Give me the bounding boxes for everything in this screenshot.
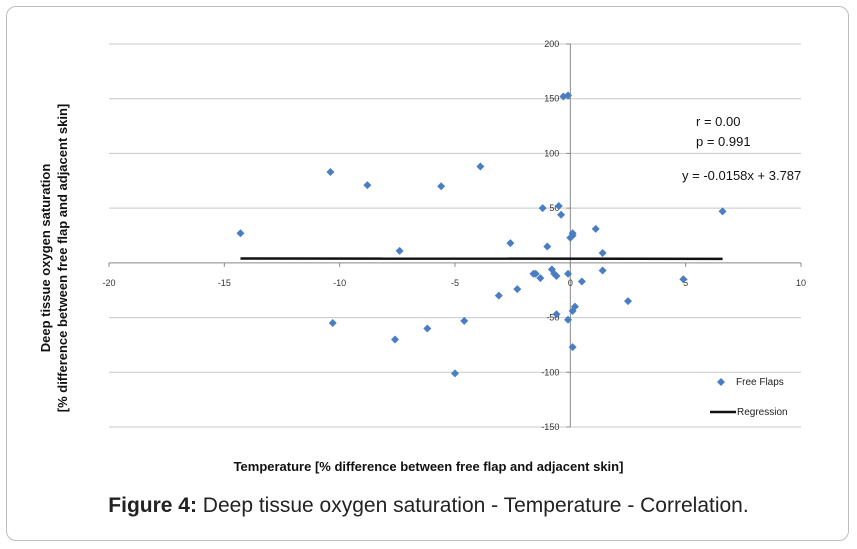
data-point xyxy=(506,239,515,248)
data-point xyxy=(557,210,566,219)
data-point xyxy=(568,343,577,352)
y-tick-label: -100 xyxy=(541,367,559,377)
x-tick-label: 0 xyxy=(568,278,573,288)
data-point xyxy=(543,242,552,251)
y-tick-label: -50 xyxy=(546,313,559,323)
data-point xyxy=(236,229,245,238)
r-value: r = 0.00 xyxy=(696,114,741,129)
data-point xyxy=(554,201,563,210)
data-point xyxy=(679,275,688,284)
legend-label-regression: Regression xyxy=(737,407,788,418)
y-axis-label: Deep tissue oxygen saturation [% differe… xyxy=(37,78,71,438)
x-tick-labels: -20 -15 -10 -5 0 5 10 xyxy=(102,278,806,288)
y-axis-label-line-1: Deep tissue oxygen saturation xyxy=(38,163,53,353)
y-tick-label: 100 xyxy=(544,148,559,158)
data-point xyxy=(451,369,459,378)
data-point xyxy=(536,274,545,283)
data-point xyxy=(552,310,561,319)
x-axis-label: Temperature [% difference between free f… xyxy=(233,459,624,474)
x-tick-label: -20 xyxy=(102,278,115,288)
y-axis-label-line-2: [% difference between free flap and adja… xyxy=(55,103,70,413)
figure-caption: Figure 4: Deep tissue oxygen saturation … xyxy=(0,494,857,518)
data-point xyxy=(328,319,337,328)
data-point xyxy=(577,277,586,286)
data-point xyxy=(538,204,547,213)
data-point xyxy=(391,335,400,344)
data-point xyxy=(564,269,573,278)
data-point xyxy=(494,291,503,300)
y-tick-label: 200 xyxy=(544,39,559,49)
y-tick-label: 50 xyxy=(549,203,559,213)
gridlines xyxy=(109,43,801,428)
figure-frame xyxy=(6,6,849,541)
x-tick-label: -5 xyxy=(451,278,459,288)
data-point xyxy=(598,266,607,275)
data-point xyxy=(423,324,432,333)
legend-label-free-flaps: Free Flaps xyxy=(736,377,784,388)
data-point xyxy=(460,316,469,325)
data-point xyxy=(476,162,485,171)
x-tick-label: -10 xyxy=(333,278,346,288)
data-point xyxy=(363,181,372,190)
data-point xyxy=(564,315,573,324)
data-point xyxy=(591,224,600,233)
data-point xyxy=(718,207,727,216)
legend xyxy=(710,378,736,414)
p-value: p = 0.991 xyxy=(696,134,751,149)
caption-text: Deep tissue oxygen saturation - Temperat… xyxy=(196,494,749,517)
data-point xyxy=(437,182,446,191)
x-tick-label: -15 xyxy=(218,278,231,288)
data-point xyxy=(395,246,404,255)
y-tick-label: -150 xyxy=(541,422,559,432)
data-point xyxy=(568,229,577,238)
data-point xyxy=(552,271,561,280)
data-point xyxy=(570,302,579,311)
data-point xyxy=(326,168,335,177)
data-points xyxy=(236,91,727,378)
data-point xyxy=(624,297,632,306)
x-tick-label: 5 xyxy=(683,278,688,288)
legend-marker-free-flaps xyxy=(717,378,725,386)
x-tick-label: 10 xyxy=(796,278,806,288)
data-point xyxy=(598,249,607,258)
caption-label: Figure 4: xyxy=(108,494,197,517)
data-point xyxy=(531,269,540,278)
regression-equation: y = -0.0158x + 3.787 xyxy=(682,168,802,183)
y-tick-labels: -150 -100 -50 50 100 150 200 xyxy=(541,39,559,432)
data-point xyxy=(564,91,573,100)
data-point xyxy=(513,285,522,294)
y-tick-label: 150 xyxy=(544,94,559,104)
